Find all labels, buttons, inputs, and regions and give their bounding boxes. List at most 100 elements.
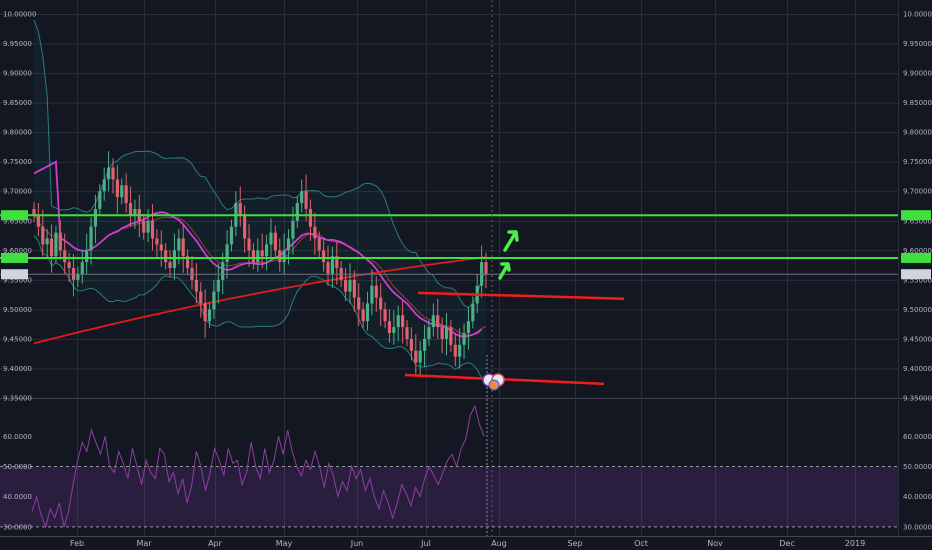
candle-body	[102, 179, 106, 192]
green-up-arrow-icon	[498, 262, 511, 280]
month-label: Dec	[779, 539, 794, 548]
right-rsi-tick: 30.0000	[903, 523, 932, 531]
right-price-tick: 9.50000	[903, 306, 932, 314]
candle-body	[387, 321, 392, 334]
month-label: Nov	[707, 539, 723, 548]
candle-body	[251, 250, 256, 263]
right-price-tick: 9.70000	[903, 188, 932, 196]
candle-body	[300, 191, 304, 204]
left-price-tick: 9.75000	[3, 158, 32, 166]
candle-body	[225, 244, 229, 263]
candle-body	[286, 238, 291, 251]
candle-body	[335, 256, 339, 269]
right-rsi-tick: 50.0000	[903, 463, 932, 471]
candle-body	[177, 238, 181, 251]
grid-layer	[0, 0, 932, 537]
rsi-panel	[0, 404, 898, 529]
left-price-tag	[1, 210, 28, 221]
candle-body	[89, 226, 93, 251]
right-price-tick: 9.60000	[903, 247, 932, 255]
right-price-tag	[901, 269, 931, 280]
left-price-tag	[1, 252, 28, 263]
candle-body	[260, 250, 264, 257]
candle-body	[54, 232, 58, 257]
bollinger-lower-band	[33, 235, 487, 383]
left-price-tick: 9.50000	[3, 306, 32, 314]
annotation-layer	[404, 0, 625, 536]
candle-body	[128, 203, 133, 215]
dividend-event-icon	[488, 379, 500, 391]
left-rsi-tick: 60.0000	[3, 433, 32, 441]
candle-body	[194, 279, 198, 292]
candle-body	[322, 250, 326, 263]
month-label: 2019	[845, 539, 865, 548]
candle-body	[133, 208, 137, 215]
left-price-tick: 9.95000	[3, 40, 32, 48]
candle-body	[308, 208, 313, 227]
month-label: Jul	[420, 539, 431, 548]
left-price-tick: 9.85000	[3, 99, 32, 107]
candle-body	[93, 208, 98, 227]
candle-body	[343, 279, 348, 292]
candle-body	[124, 185, 128, 204]
candle-body	[41, 226, 45, 245]
candle-body	[221, 262, 225, 280]
support-resistance-layer	[0, 214, 898, 275]
candle-body	[229, 226, 234, 245]
candle-body	[348, 279, 352, 292]
candle-body	[291, 220, 295, 239]
candle-body	[142, 220, 146, 233]
candle-body	[462, 333, 466, 345]
left-price-tick: 9.80000	[3, 129, 32, 137]
candle-body	[458, 344, 462, 357]
candle-body	[203, 303, 207, 322]
rsi-band-fill	[0, 466, 898, 527]
month-label: Apr	[208, 539, 223, 548]
left-rsi-tick: 30.0000	[3, 523, 32, 531]
month-label: Jun	[350, 539, 364, 548]
candle-body	[379, 297, 383, 310]
month-label: Feb	[70, 539, 84, 548]
candle-body	[418, 350, 422, 363]
right-price-tick: 9.75000	[903, 158, 932, 166]
candle-body	[370, 285, 374, 304]
right-rsi-tick: 60.0000	[903, 433, 932, 441]
right-price-tick: 9.95000	[903, 40, 932, 48]
candle-body	[427, 327, 431, 339]
candle-body	[85, 250, 89, 263]
candle-body	[98, 191, 102, 209]
candle-body	[352, 279, 356, 298]
candle-body	[361, 309, 365, 322]
candle-body	[422, 338, 427, 351]
candle-body	[45, 238, 49, 245]
candle-body	[414, 350, 418, 363]
month-label: Sep	[567, 539, 582, 548]
left-price-tick: 9.60000	[3, 247, 32, 255]
candlestick-layer	[32, 151, 488, 377]
month-label: May	[276, 539, 293, 548]
rsi-line	[31, 404, 485, 529]
candle-body	[453, 344, 457, 357]
candle-body	[172, 250, 177, 269]
candle-body	[247, 238, 251, 251]
candle-body	[436, 315, 440, 328]
candle-body	[264, 244, 269, 257]
candle-body	[326, 262, 330, 274]
left-price-tick: 9.90000	[3, 70, 32, 78]
candle-body	[146, 220, 150, 233]
right-price-tick: 9.45000	[903, 335, 932, 343]
right-rsi-tick: 40.0000	[903, 493, 932, 501]
candle-body	[238, 203, 242, 215]
left-price-tick: 9.70000	[3, 188, 32, 196]
candle-body	[120, 185, 124, 198]
candle-body	[444, 327, 449, 339]
right-price-tick: 9.80000	[903, 129, 932, 137]
candle-body	[273, 232, 277, 251]
candle-body	[449, 327, 453, 345]
upper-red-trendline	[417, 291, 625, 301]
left-price-tick: 9.55000	[3, 276, 32, 284]
candle-body	[313, 226, 317, 239]
left-price-tag	[1, 269, 28, 280]
